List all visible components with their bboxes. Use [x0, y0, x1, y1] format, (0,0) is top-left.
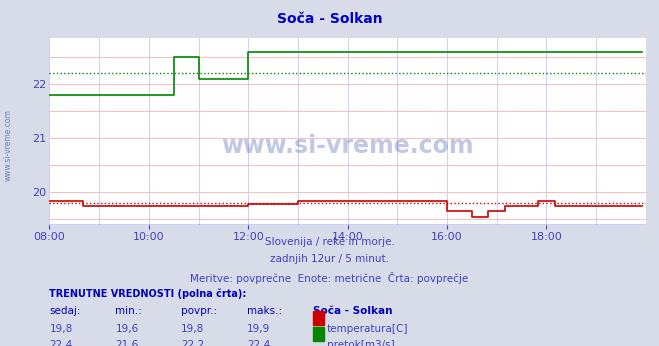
Text: 22,2: 22,2: [181, 340, 204, 346]
Text: min.:: min.:: [115, 306, 142, 316]
Text: temperatura[C]: temperatura[C]: [327, 324, 409, 334]
Text: 19,6: 19,6: [115, 324, 138, 334]
Text: www.si-vreme.com: www.si-vreme.com: [221, 135, 474, 158]
Text: Meritve: povprečne  Enote: metrične  Črta: povprečje: Meritve: povprečne Enote: metrične Črta:…: [190, 272, 469, 284]
Text: 19,8: 19,8: [49, 324, 72, 334]
Text: Soča - Solkan: Soča - Solkan: [277, 12, 382, 26]
Text: maks.:: maks.:: [247, 306, 282, 316]
Text: Slovenija / reke in morje.: Slovenija / reke in morje.: [264, 237, 395, 247]
Text: www.si-vreme.com: www.si-vreme.com: [3, 109, 13, 181]
Text: pretok[m3/s]: pretok[m3/s]: [327, 340, 395, 346]
Text: 19,8: 19,8: [181, 324, 204, 334]
Text: zadnjih 12ur / 5 minut.: zadnjih 12ur / 5 minut.: [270, 254, 389, 264]
Text: TRENUTNE VREDNOSTI (polna črta):: TRENUTNE VREDNOSTI (polna črta):: [49, 289, 247, 299]
Text: 19,9: 19,9: [247, 324, 270, 334]
Text: 21,6: 21,6: [115, 340, 138, 346]
Text: povpr.:: povpr.:: [181, 306, 217, 316]
Text: sedaj:: sedaj:: [49, 306, 81, 316]
Text: 22,4: 22,4: [49, 340, 72, 346]
Text: 22,4: 22,4: [247, 340, 270, 346]
Text: Soča - Solkan: Soča - Solkan: [313, 306, 393, 316]
